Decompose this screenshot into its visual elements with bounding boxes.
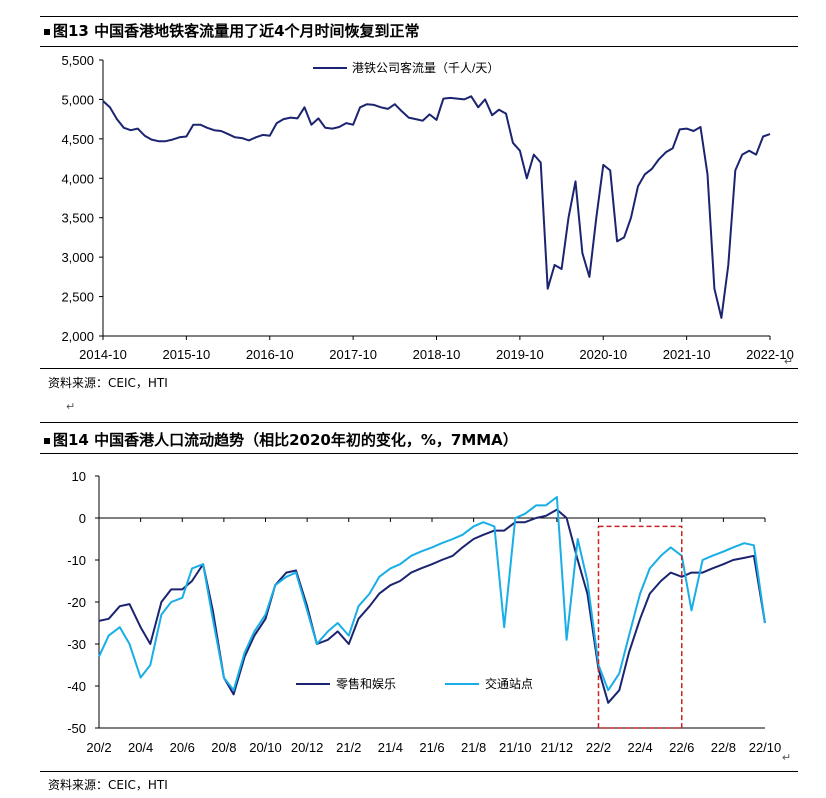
y-tick-label: -30 xyxy=(67,637,86,652)
y-tick-label: 3,000 xyxy=(61,250,94,265)
y-tick-label: -20 xyxy=(67,595,86,610)
x-tick-label: 2016-10 xyxy=(246,347,294,362)
series-line-retail-recreation xyxy=(98,508,766,704)
x-tick-label: 20/6 xyxy=(170,740,195,755)
x-tick-label: 22/10 xyxy=(749,740,782,755)
y-tick-label: 5,500 xyxy=(61,53,94,68)
y-tick-label: 4,500 xyxy=(61,132,94,147)
legend-label: 港铁公司客流量（千人/天） xyxy=(352,60,499,75)
x-tick-label: 22/2 xyxy=(586,740,611,755)
fig14-source: 资料来源：CEIC，HTI xyxy=(48,778,168,792)
y-tick-label: 4,000 xyxy=(61,171,94,186)
x-tick-label: 2020-10 xyxy=(579,347,627,362)
x-tick-label: 20/12 xyxy=(291,740,324,755)
series-line-mtr-ridership xyxy=(102,95,771,319)
y-tick-label: 10 xyxy=(72,469,86,484)
series-line-transit-stations xyxy=(98,496,766,692)
bullet-square-icon xyxy=(44,437,50,444)
x-tick-label: 2015-10 xyxy=(163,347,211,362)
fig13-title-text: 图13 中国香港地铁客流量用了近4个月时间恢复到正常 xyxy=(53,22,420,40)
fig14-chart: -50 -40 -30 -20 -10 0 10 20/2 20/4 20/6 20/8 20/10 2… xyxy=(67,469,791,764)
fig14-top-rule xyxy=(40,422,798,423)
x-tick-label: 2014-10 xyxy=(79,347,127,362)
x-tick-label: 21/8 xyxy=(461,740,486,755)
fig14-title-text: 图14 中国香港人口流动趋势（相比2020年初的变化，%，7MMA） xyxy=(53,431,518,449)
x-tick-label: 22/8 xyxy=(711,740,736,755)
x-tick-label: 21/12 xyxy=(541,740,574,755)
fig13-title-rule xyxy=(40,46,798,47)
bullet-square-icon xyxy=(44,28,50,35)
fig14-title: 图14 中国香港人口流动趋势（相比2020年初的变化，%，7MMA） xyxy=(44,429,518,450)
x-tick-label: 21/10 xyxy=(499,740,532,755)
highlight-dashed-box xyxy=(597,525,683,729)
fig13-top-rule xyxy=(40,16,798,17)
blank-line-return-mark: ↵ xyxy=(66,400,76,413)
y-tick-label: 0 xyxy=(79,511,86,526)
x-tick-label: 21/4 xyxy=(378,740,403,755)
x-tick-label: 20/2 xyxy=(86,740,111,755)
legend-label-1: 交通站点 xyxy=(485,676,533,691)
fig14-bottom-rule xyxy=(40,771,798,772)
y-tick-label: 2,000 xyxy=(61,329,94,344)
x-tick-label: 22/4 xyxy=(627,740,652,755)
x-tick-label: 2018-10 xyxy=(413,347,461,362)
fig13-chart: 2,000 2,500 3,000 3,500 4,000 4,500 5,000 5,500… xyxy=(61,53,794,368)
return-mark: ↵ xyxy=(782,752,791,764)
x-tick-label: 2017-10 xyxy=(329,347,377,362)
x-tick-label: 21/2 xyxy=(336,740,361,755)
x-tick-label: 20/10 xyxy=(249,740,282,755)
legend-label-0: 零售和娱乐 xyxy=(336,676,396,691)
fig13-bottom-rule xyxy=(40,368,798,369)
y-tick-label: 5,000 xyxy=(61,92,94,107)
x-tick-label: 2022-10 xyxy=(746,347,794,362)
x-tick-label: 22/6 xyxy=(669,740,694,755)
fig14-title-rule xyxy=(40,453,798,454)
y-tick-label: 2,500 xyxy=(61,290,94,305)
x-tick-label: 2021-10 xyxy=(663,347,711,362)
x-tick-label: 2019-10 xyxy=(496,347,544,362)
x-tick-label: 21/6 xyxy=(419,740,444,755)
fig13-source: 资料来源：CEIC，HTI xyxy=(48,376,168,390)
y-tick-label: -50 xyxy=(67,721,86,736)
x-tick-label: 20/4 xyxy=(128,740,153,755)
fig13-title: 图13 中国香港地铁客流量用了近4个月时间恢复到正常 xyxy=(44,20,420,41)
y-tick-label: 3,500 xyxy=(61,211,94,226)
return-mark: ↵ xyxy=(784,356,793,368)
x-tick-label: 20/8 xyxy=(211,740,236,755)
y-tick-label: -40 xyxy=(67,679,86,694)
y-tick-label: -10 xyxy=(67,553,86,568)
